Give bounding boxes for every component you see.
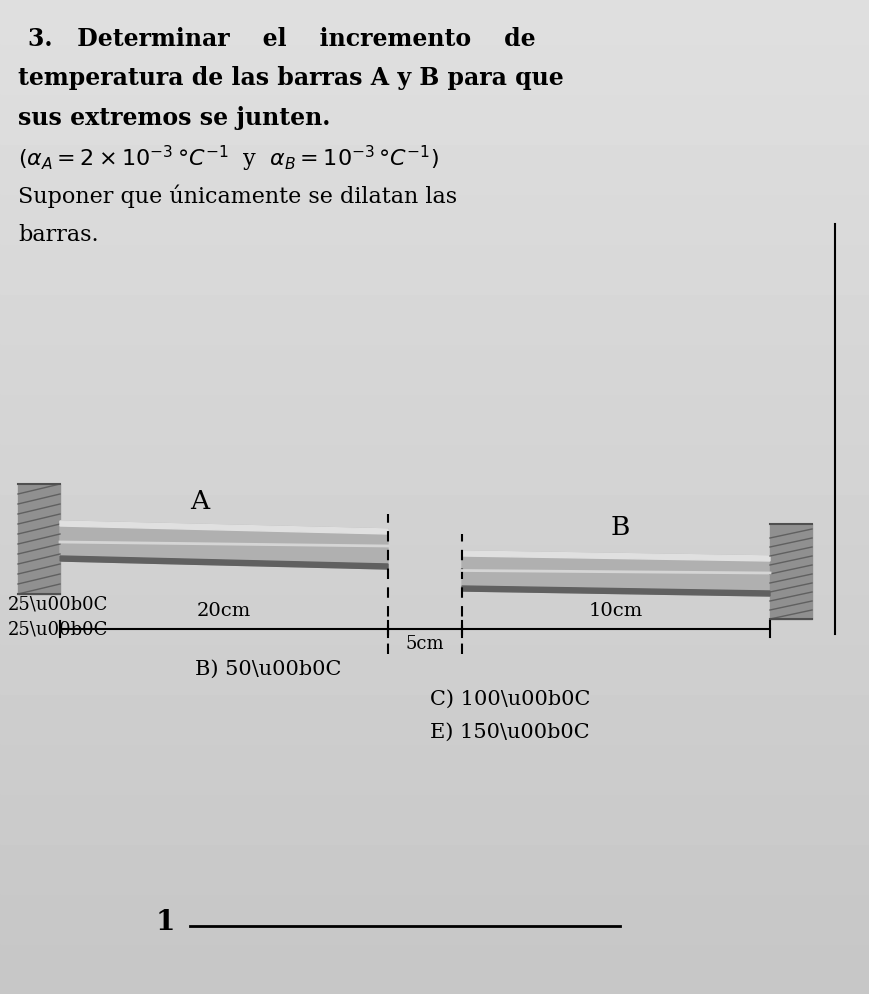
Text: 25\u00b0C: 25\u00b0C: [8, 595, 109, 613]
Bar: [0, 245, 869, 294]
Bar: [0, 345, 869, 395]
Text: 10cm: 10cm: [589, 601, 643, 619]
Bar: [0, 195, 869, 245]
Bar: [0, 894, 869, 944]
Bar: [0, 45, 869, 94]
Text: B) 50\u00b0C: B) 50\u00b0C: [195, 659, 342, 678]
Bar: [0, 94, 869, 145]
Text: sus extremos se junten.: sus extremos se junten.: [18, 106, 330, 130]
Bar: [0, 844, 869, 894]
Text: E) 150\u00b0C: E) 150\u00b0C: [430, 723, 590, 742]
Bar: [0, 594, 869, 644]
Bar: [0, 0, 869, 45]
Text: A: A: [190, 488, 209, 514]
Text: 20cm: 20cm: [197, 601, 251, 619]
Polygon shape: [60, 522, 388, 570]
Bar: [0, 395, 869, 444]
Polygon shape: [462, 552, 770, 596]
Bar: [0, 794, 869, 844]
Text: 25\u00b0C: 25\u00b0C: [8, 620, 109, 638]
Bar: [0, 944, 869, 994]
Bar: [0, 745, 869, 794]
Text: 3.   Determinar    el    incremento    de: 3. Determinar el incremento de: [28, 27, 535, 51]
Polygon shape: [60, 557, 388, 570]
Text: $(\alpha_{A}=2\times10^{-3}\,°C^{-1}$  y  $\alpha_{B}=10^{-3}\,°C^{-1})$: $(\alpha_{A}=2\times10^{-3}\,°C^{-1}$ y …: [18, 144, 439, 174]
Text: temperatura de las barras A y B para que: temperatura de las barras A y B para que: [18, 66, 564, 89]
Bar: [770, 525, 812, 619]
Bar: [0, 644, 869, 694]
Text: Suponer que únicamente se dilatan las: Suponer que únicamente se dilatan las: [18, 185, 457, 209]
Text: barras.: barras.: [18, 224, 98, 246]
Text: B: B: [610, 515, 630, 540]
Bar: [0, 694, 869, 745]
Bar: [0, 494, 869, 545]
Bar: [0, 145, 869, 195]
Text: C) 100\u00b0C: C) 100\u00b0C: [430, 689, 590, 709]
Bar: [0, 545, 869, 594]
Bar: [0, 444, 869, 494]
Polygon shape: [60, 522, 388, 535]
Polygon shape: [462, 586, 770, 596]
Bar: [0, 294, 869, 345]
Text: 1: 1: [156, 909, 175, 935]
Text: 5cm: 5cm: [406, 634, 444, 652]
Bar: [18, 484, 60, 594]
Polygon shape: [462, 552, 770, 562]
